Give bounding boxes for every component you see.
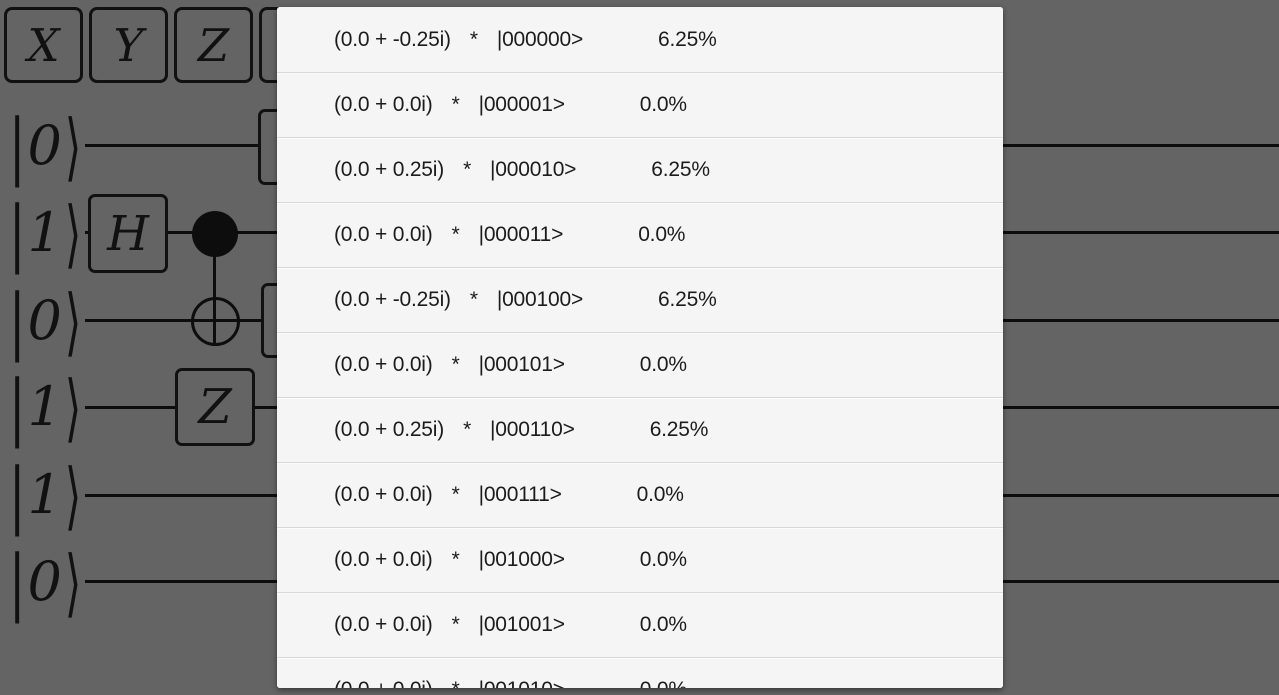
probability-text: 6.25% (649, 418, 709, 441)
ket-bar: | (8, 364, 26, 450)
probability-text: 6.25% (658, 27, 717, 51)
probability-text: 6.25% (651, 158, 710, 181)
multiply-operator: * (451, 483, 460, 506)
state-row: (0.0 + 0.0i) * |000111> 0.0% (277, 462, 1003, 527)
palette-gate-z-button[interactable]: Z (174, 7, 253, 83)
state-row: (0.0 + 0.25i) * |000010> 6.25% (277, 137, 1003, 202)
probability-text: 0.0% (640, 678, 687, 688)
state-row: (0.0 + 0.0i) * |001001> 0.0% (277, 592, 1003, 657)
basis-state-text: |000101> (478, 353, 565, 376)
multiply-operator: * (451, 613, 460, 636)
placed-gate-h[interactable]: H (88, 194, 168, 273)
probability-text: 0.0% (639, 548, 687, 571)
multiply-operator: * (451, 223, 460, 246)
multiply-operator: * (463, 158, 472, 181)
gate-y-label: Y (113, 18, 144, 72)
multiply-operator: * (469, 27, 478, 51)
amplitude-text: (0.0 + -0.25i) (334, 288, 451, 311)
ket-value: 1 (27, 375, 62, 438)
qubit-input-ket-4[interactable]: | 1 ⟩ (4, 364, 86, 450)
basis-state-text: |001010> (479, 678, 565, 688)
amplitude-text: (0.0 + 0.0i) (334, 548, 433, 571)
multiply-operator: * (451, 93, 460, 116)
cnot-control-dot[interactable] (192, 211, 238, 257)
cnot-target-icon[interactable] (191, 297, 240, 346)
amplitude-text: (0.0 + 0.0i) (334, 223, 433, 246)
qubit-input-ket-6[interactable]: | 0 ⟩ (4, 539, 86, 625)
basis-state-text: |000010> (490, 158, 577, 181)
ket-bracket: ⟩ (64, 278, 82, 364)
basis-state-text: |001000> (478, 548, 565, 571)
multiply-operator: * (452, 678, 460, 688)
basis-state-text: |000000> (496, 27, 584, 51)
state-row: (0.0 + 0.0i) * |000011> 0.0% (277, 202, 1003, 267)
multiply-operator: * (463, 418, 472, 441)
amplitude-text: (0.0 + 0.0i) (334, 93, 433, 116)
state-row: (0.0 + 0.0i) * |001010> 0.0% (277, 657, 1003, 688)
probability-text: 6.25% (658, 288, 717, 311)
basis-state-text: |000110> (490, 418, 575, 441)
multiply-operator: * (451, 353, 460, 376)
qubit-input-ket-5[interactable]: | 1 ⟩ (4, 452, 86, 538)
ket-value: 0 (27, 114, 62, 177)
ket-bar: | (8, 190, 26, 276)
ket-bracket: ⟩ (64, 539, 82, 625)
basis-state-text: |000100> (496, 288, 584, 311)
ket-bracket: ⟩ (64, 364, 82, 450)
cnot-connector-line (213, 234, 216, 346)
amplitude-text: (0.0 + -0.25i) (334, 27, 451, 51)
state-amplitudes-panel[interactable]: (0.0 + -0.25i) * |000000> 6.25% (0.0 + 0… (277, 7, 1003, 688)
ket-bar: | (8, 103, 26, 189)
state-row: (0.0 + 0.0i) * |000101> 0.0% (277, 332, 1003, 397)
gate-x-label: X (27, 18, 60, 72)
palette-gate-x-button[interactable]: X (4, 7, 83, 83)
gate-z-placed-label: Z (198, 379, 232, 435)
basis-state-text: |001001> (478, 613, 565, 636)
basis-state-text: |000111> (478, 483, 562, 506)
gate-z-label: Z (197, 18, 230, 72)
ket-bracket: ⟩ (64, 103, 82, 189)
amplitude-text: (0.0 + 0.0i) (334, 353, 433, 376)
state-row: (0.0 + -0.25i) * |000000> 6.25% (277, 7, 1003, 72)
probability-text: 0.0% (639, 613, 687, 636)
qubit-input-ket-3[interactable]: | 0 ⟩ (4, 278, 86, 364)
amplitude-text: (0.0 + 0.25i) (334, 418, 445, 441)
ket-value: 0 (27, 289, 62, 352)
ket-value: 1 (27, 201, 62, 264)
state-row: (0.0 + 0.0i) * |000001> 0.0% (277, 72, 1003, 137)
probability-text: 0.0% (638, 223, 686, 246)
qubit-input-ket-2[interactable]: | 1 ⟩ (4, 190, 86, 276)
state-row: (0.0 + -0.25i) * |000100> 6.25% (277, 267, 1003, 332)
state-row: (0.0 + 0.0i) * |001000> 0.0% (277, 527, 1003, 592)
gate-h-label: H (107, 205, 149, 262)
amplitude-text: (0.0 + 0.25i) (334, 158, 445, 181)
ket-value: 1 (27, 463, 62, 526)
qubit-input-ket-1[interactable]: | 0 ⟩ (4, 103, 86, 189)
state-row: (0.0 + 0.25i) * |000110> 6.25% (277, 397, 1003, 462)
ket-bar: | (8, 278, 26, 364)
multiply-operator: * (469, 288, 478, 311)
probability-text: 0.0% (639, 93, 687, 116)
palette-gate-y-button[interactable]: Y (89, 7, 168, 83)
multiply-operator: * (451, 548, 460, 571)
ket-bar: | (8, 539, 26, 625)
probability-text: 0.0% (639, 353, 687, 376)
amplitude-text: (0.0 + 0.0i) (334, 678, 433, 688)
ket-value: 0 (27, 550, 62, 613)
amplitude-text: (0.0 + 0.0i) (334, 483, 433, 506)
ket-bracket: ⟩ (64, 190, 82, 276)
basis-state-text: |000011> (478, 223, 564, 246)
probability-text: 0.0% (636, 483, 684, 506)
amplitude-text: (0.0 + 0.0i) (334, 613, 433, 636)
ket-bar: | (8, 452, 26, 538)
placed-gate-z[interactable]: Z (175, 368, 255, 446)
basis-state-text: |000001> (478, 93, 565, 116)
ket-bracket: ⟩ (64, 452, 82, 538)
